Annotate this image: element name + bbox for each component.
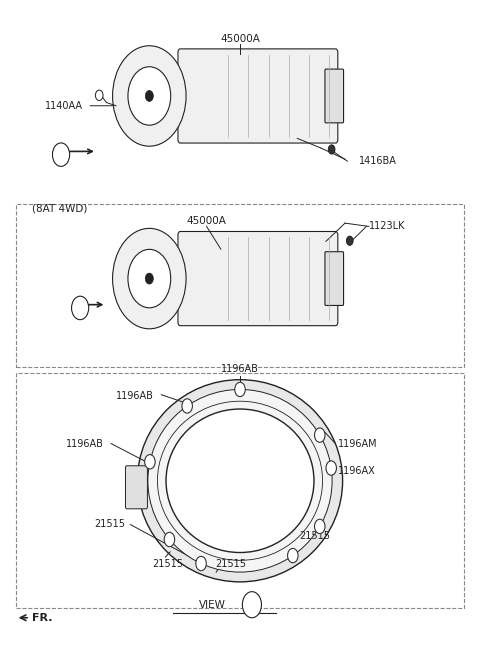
Text: 1196AB: 1196AB (116, 391, 154, 401)
Circle shape (328, 145, 335, 154)
Circle shape (72, 296, 89, 320)
Circle shape (314, 519, 325, 534)
Text: 1416BA: 1416BA (360, 156, 397, 166)
Circle shape (326, 461, 336, 476)
FancyBboxPatch shape (16, 373, 464, 608)
Text: 21515: 21515 (152, 559, 183, 569)
Text: 1123LK: 1123LK (369, 221, 405, 231)
Circle shape (128, 250, 171, 308)
Circle shape (145, 90, 153, 102)
Text: A: A (77, 303, 84, 312)
FancyBboxPatch shape (178, 231, 338, 326)
Text: A: A (249, 600, 255, 609)
Circle shape (128, 67, 171, 125)
FancyBboxPatch shape (178, 49, 338, 143)
Text: 1196AB: 1196AB (66, 439, 104, 449)
FancyBboxPatch shape (325, 69, 344, 123)
Circle shape (235, 383, 245, 397)
Circle shape (196, 556, 206, 571)
FancyBboxPatch shape (325, 252, 344, 305)
Text: (8AT 4WD): (8AT 4WD) (33, 203, 88, 214)
Text: 45000A: 45000A (220, 34, 260, 44)
Circle shape (164, 533, 175, 547)
Circle shape (52, 143, 70, 166)
Text: 21515: 21515 (300, 531, 331, 541)
Text: 45000A: 45000A (187, 216, 227, 227)
Circle shape (347, 236, 353, 246)
Circle shape (145, 273, 153, 284)
Circle shape (113, 229, 186, 329)
Text: 21515: 21515 (215, 559, 246, 569)
Text: 21515: 21515 (95, 519, 125, 529)
Text: 1196AB: 1196AB (221, 364, 259, 375)
Text: 1196AX: 1196AX (338, 466, 375, 476)
Ellipse shape (137, 380, 343, 582)
Text: A: A (58, 150, 64, 159)
Text: 1140AA: 1140AA (45, 101, 83, 111)
Ellipse shape (148, 390, 332, 572)
Text: 1196AM: 1196AM (338, 439, 377, 449)
Text: VIEW: VIEW (199, 600, 226, 610)
Ellipse shape (166, 409, 314, 553)
Circle shape (182, 399, 192, 413)
Circle shape (96, 90, 103, 100)
Circle shape (113, 46, 186, 146)
Circle shape (314, 428, 325, 442)
Text: FR.: FR. (33, 612, 53, 623)
FancyBboxPatch shape (125, 466, 147, 509)
Circle shape (242, 591, 262, 618)
FancyBboxPatch shape (16, 204, 464, 367)
Circle shape (144, 455, 155, 469)
Circle shape (288, 548, 298, 563)
